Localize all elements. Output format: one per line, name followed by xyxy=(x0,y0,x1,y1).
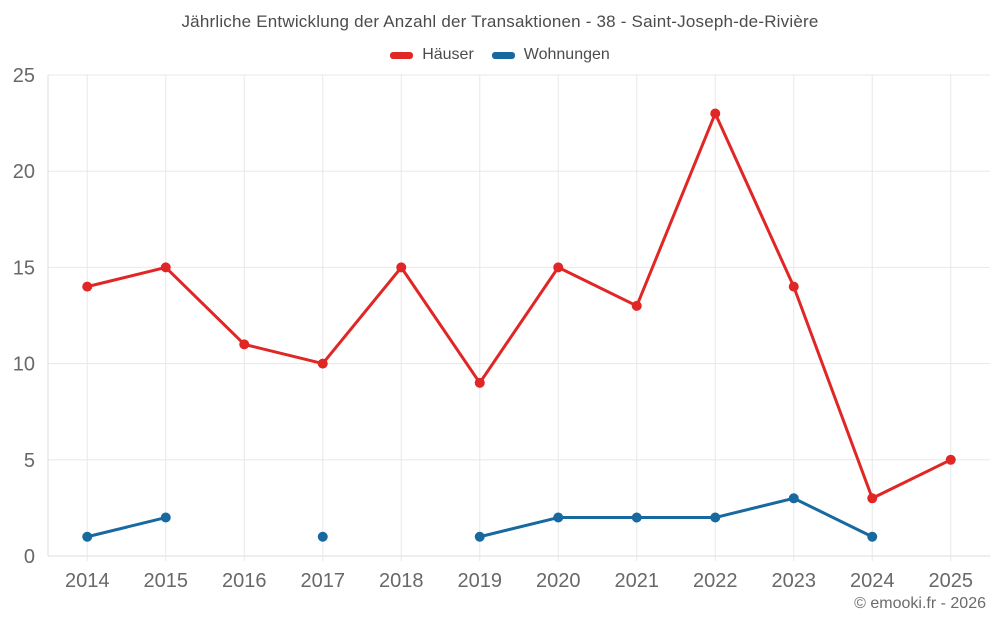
legend-label-wohnungen: Wohnungen xyxy=(523,46,610,63)
svg-text:10: 10 xyxy=(13,354,35,376)
legend-item-haeuser[interactable]: Häuser xyxy=(390,46,474,64)
svg-text:2018: 2018 xyxy=(379,570,424,592)
legend-item-wohnungen[interactable]: Wohnungen xyxy=(491,46,610,64)
legend-label-haeuser: Häuser xyxy=(422,46,474,63)
chart-title: Jährliche Entwicklung der Anzahl der Tra… xyxy=(181,12,819,31)
svg-text:2019: 2019 xyxy=(458,570,503,592)
svg-text:2016: 2016 xyxy=(222,570,267,592)
series-0 xyxy=(82,108,956,504)
copyright-text: © emooki.fr - 2026 xyxy=(854,595,986,612)
svg-text:2025: 2025 xyxy=(929,570,974,592)
grid xyxy=(47,74,990,561)
svg-text:2023: 2023 xyxy=(772,570,817,592)
svg-text:2022: 2022 xyxy=(693,570,738,592)
svg-text:2017: 2017 xyxy=(301,570,346,592)
svg-text:2021: 2021 xyxy=(615,570,660,592)
svg-text:2024: 2024 xyxy=(850,570,895,592)
svg-text:20: 20 xyxy=(13,161,35,183)
svg-text:15: 15 xyxy=(13,257,35,279)
legend: Häuser Wohnungen xyxy=(0,46,1000,64)
x-axis-labels: 2014 2015 2016 2017 2018 2019 2020 2021 2022 2023… xyxy=(65,570,973,592)
svg-text:2020: 2020 xyxy=(536,570,581,592)
legend-swatch-haeuser-icon xyxy=(390,51,414,59)
svg-text:25: 25 xyxy=(13,65,35,87)
series-1 xyxy=(82,493,878,542)
svg-text:0: 0 xyxy=(24,546,35,568)
svg-text:2014: 2014 xyxy=(65,570,110,592)
legend-swatch-wohnungen-icon xyxy=(491,51,515,59)
y-axis-labels: 0 5 10 15 20 25 xyxy=(13,65,35,568)
svg-text:5: 5 xyxy=(24,450,35,472)
svg-text:2015: 2015 xyxy=(144,570,189,592)
